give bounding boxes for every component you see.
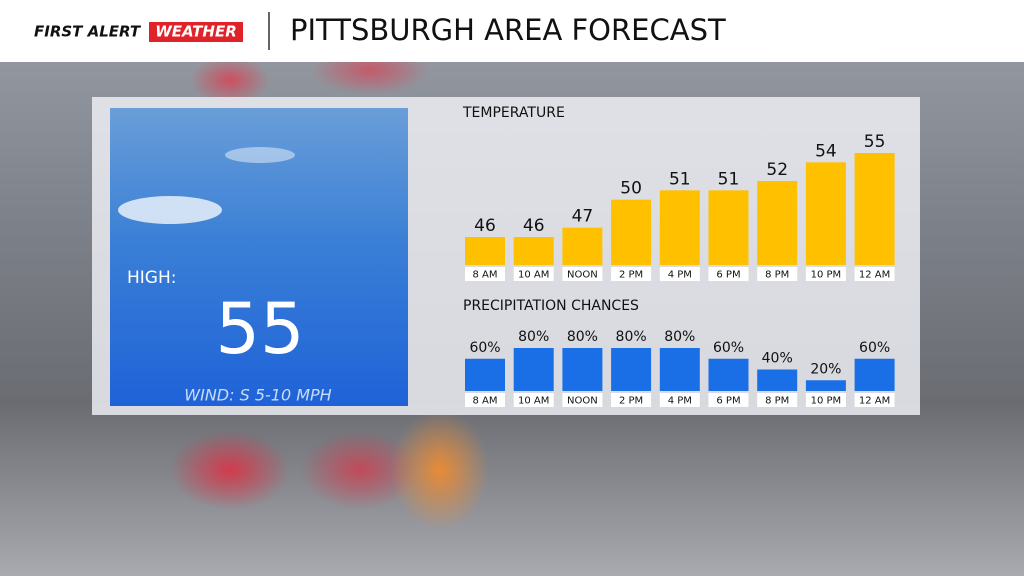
bar: [611, 199, 652, 265]
category-label: 10 PM: [811, 270, 842, 281]
value-label: 50: [620, 179, 642, 199]
category-box: [659, 267, 700, 281]
value-label: 51: [669, 169, 691, 189]
cloud: [118, 196, 222, 224]
bar: [611, 348, 652, 391]
category-box: [659, 393, 700, 407]
bar: [805, 380, 846, 391]
cloud: [225, 147, 295, 163]
bar: [659, 348, 700, 391]
chart-title: PRECIPITATION CHANCES: [463, 298, 639, 314]
category-label: 8 PM: [765, 270, 789, 281]
category-box: [757, 393, 798, 407]
high-card: [110, 108, 408, 406]
high-label: HIGH:: [127, 268, 176, 288]
bar: [562, 227, 603, 265]
wind: WIND: S 5-10 MPH: [184, 386, 331, 405]
category-label: 10 PM: [811, 396, 842, 407]
category-label: 10 AM: [518, 270, 549, 281]
bar: [854, 153, 895, 265]
category-box: [562, 267, 603, 281]
value-label: 46: [474, 216, 496, 236]
value-label: 47: [572, 207, 594, 227]
value-label: 80%: [567, 329, 598, 345]
category-label: 6 PM: [716, 270, 740, 281]
bar: [805, 162, 846, 265]
bar: [757, 369, 798, 391]
category-box: [513, 393, 554, 407]
logo-second: WEATHER: [155, 23, 237, 41]
bar: [562, 348, 603, 391]
bar: [708, 190, 749, 265]
category-box: [611, 393, 652, 407]
category-box: [513, 267, 554, 281]
bar: [757, 181, 798, 265]
value-label: 20%: [810, 361, 841, 377]
logo-box: [149, 22, 243, 42]
value-label: 46: [523, 216, 545, 236]
bar: [465, 358, 505, 391]
category-label: NOON: [567, 396, 598, 407]
value-label: 60%: [859, 340, 890, 356]
title: PITTSBURGH AREA FORECAST: [290, 13, 726, 47]
value-label: 51: [718, 169, 740, 189]
bar: [513, 348, 554, 391]
category-box: [757, 267, 798, 281]
value-label: 80%: [616, 329, 647, 345]
category-box: [805, 393, 846, 407]
category-box: [465, 393, 505, 407]
category-label: 6 PM: [716, 396, 740, 407]
value-label: 52: [766, 160, 788, 180]
category-box: [854, 393, 895, 407]
chart-title: TEMPERATURE: [462, 105, 565, 121]
category-label: 12 AM: [859, 396, 890, 407]
bar: [659, 190, 700, 265]
bar: [854, 358, 895, 391]
bar: [708, 358, 749, 391]
category-label: 10 AM: [518, 396, 549, 407]
logo-first: FIRST ALERT: [34, 23, 142, 41]
category-label: 2 PM: [619, 396, 643, 407]
category-box: [708, 267, 749, 281]
category-box: [805, 267, 846, 281]
value-label: 40%: [762, 351, 793, 367]
category-box: [562, 393, 603, 407]
category-box: [611, 267, 652, 281]
value-label: 80%: [518, 329, 549, 345]
category-box: [854, 267, 895, 281]
category-label: 8 AM: [472, 270, 497, 281]
value-label: 60%: [469, 340, 500, 356]
category-label: 4 PM: [668, 270, 692, 281]
category-label: 12 AM: [859, 270, 890, 281]
category-label: 8 PM: [765, 396, 789, 407]
category-label: NOON: [567, 270, 598, 281]
value-label: 60%: [713, 340, 744, 356]
value-label: 55: [864, 132, 886, 152]
category-box: [708, 393, 749, 407]
value-label: 80%: [664, 329, 695, 345]
bar: [465, 237, 505, 265]
category-label: 4 PM: [668, 396, 692, 407]
category-label: 2 PM: [619, 270, 643, 281]
value-label: 54: [815, 141, 837, 161]
bar: [513, 237, 554, 265]
category-box: [465, 267, 505, 281]
category-label: 8 AM: [472, 396, 497, 407]
high-value: 55: [215, 288, 304, 370]
